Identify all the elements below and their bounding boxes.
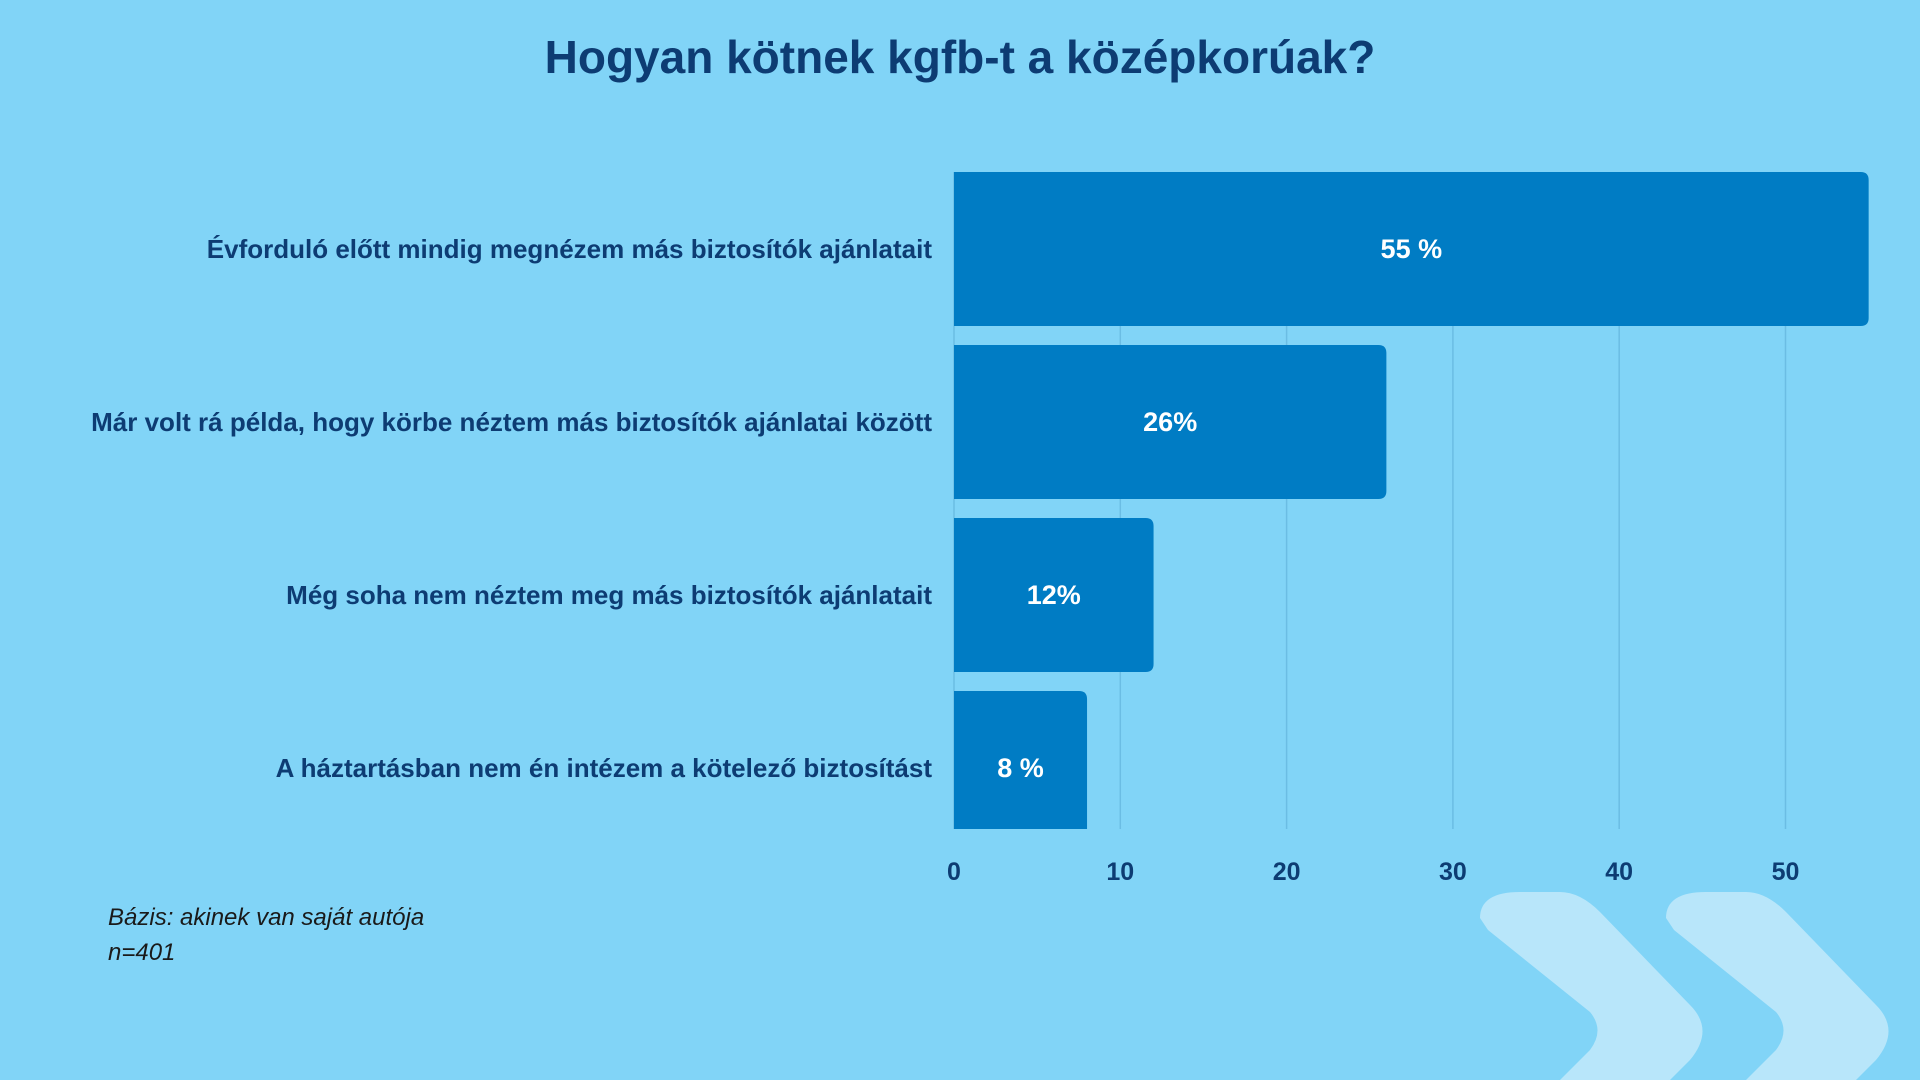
bar — [954, 345, 1387, 499]
chevron-right-decoration — [1666, 892, 1889, 1080]
x-tick-label: 50 — [1772, 858, 1800, 886]
value-label: 8 % — [997, 753, 1044, 783]
base-footnote: Bázis: akinek van saját autója — [108, 904, 425, 931]
chart-title: Hogyan kötnek kgfb-t a középkorúak? — [544, 31, 1376, 83]
chevron-left-decoration — [1480, 892, 1703, 1080]
bar — [954, 518, 1154, 672]
value-labels: 55 % 26% 12% 8 % — [997, 234, 1442, 783]
bar — [954, 691, 1088, 829]
x-tick-label: 20 — [1273, 858, 1301, 886]
category-label: Még soha nem néztem meg más biztosítók a… — [286, 580, 932, 610]
bar — [954, 172, 1869, 326]
category-label: A háztartásban nem én intézem a kötelező… — [276, 753, 933, 783]
bars — [954, 172, 1869, 829]
category-labels: Évforduló előtt mindig megnézem más bizt… — [91, 234, 932, 783]
x-tick-label: 0 — [947, 858, 961, 886]
chevron-decoration — [1480, 892, 1889, 1080]
x-tick-label: 10 — [1106, 858, 1134, 886]
value-label: 26% — [1143, 407, 1197, 437]
value-label: 55 % — [1381, 234, 1443, 264]
category-label: Évforduló előtt mindig megnézem más bizt… — [207, 234, 933, 264]
category-label: Már volt rá példa, hogy körbe néztem más… — [91, 407, 932, 437]
value-label: 12% — [1027, 580, 1081, 610]
x-tick-label: 30 — [1439, 858, 1467, 886]
sample-size-footnote: n=401 — [108, 939, 176, 966]
x-tick-label: 40 — [1605, 858, 1633, 886]
x-axis-tick-labels: 0 10 20 30 40 50 — [947, 858, 1799, 886]
